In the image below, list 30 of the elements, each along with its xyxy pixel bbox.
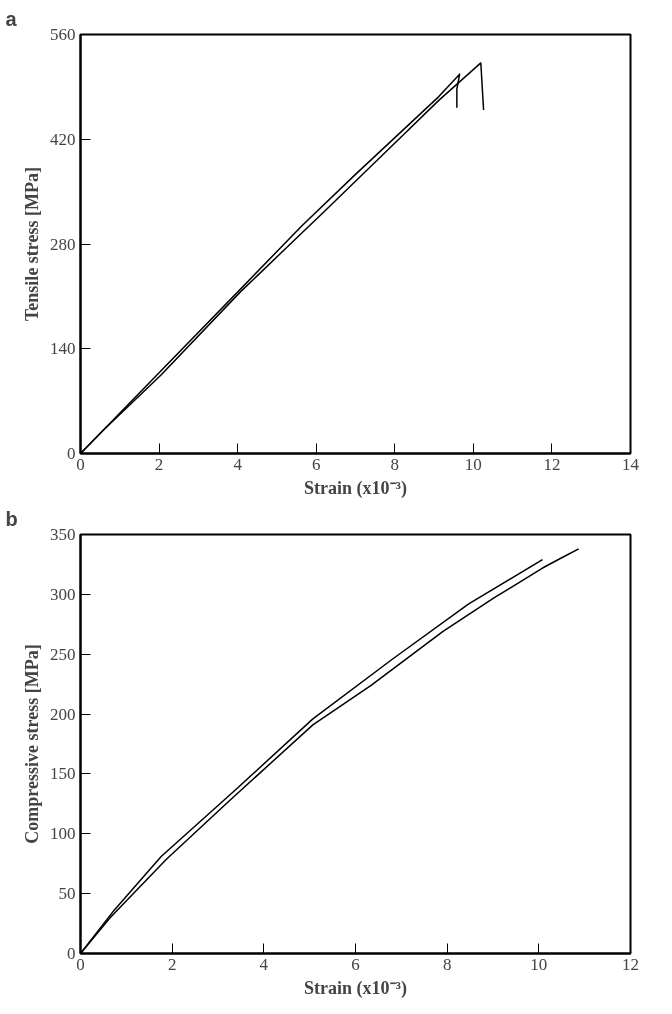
y-tick-label: 140: [50, 339, 76, 359]
x-tick-label: 12: [622, 954, 639, 974]
x-tick-label: 6: [351, 954, 360, 974]
y-tick-label: 50: [58, 884, 76, 904]
y-tick-label: 250: [50, 644, 76, 664]
y-tick-label: 200: [50, 704, 76, 724]
chart-title: b: [5, 507, 18, 530]
x-tick-label: 4: [259, 954, 269, 974]
y-axis-title: Tensile stress [MPa]: [22, 167, 42, 321]
x-tick-label: 4: [233, 454, 243, 474]
x-axis-title: Strain (x10⁻³): [304, 477, 407, 499]
chart-title: a: [5, 7, 18, 30]
x-tick-label: 2: [167, 954, 177, 974]
x-tick-label: 6: [311, 454, 321, 474]
x-tick-label: 2: [154, 454, 164, 474]
y-tick-label: 280: [50, 234, 76, 254]
y-tick-label: 150: [50, 764, 76, 784]
y-tick-label: 100: [50, 824, 76, 844]
x-tick-label: 14: [622, 454, 640, 474]
x-axis-title: Strain (x10⁻³): [304, 977, 407, 999]
x-tick-label: 12: [543, 454, 561, 474]
x-tick-label: 10: [464, 454, 482, 474]
x-tick-label: 8: [442, 954, 452, 974]
y-tick-label: 350: [50, 525, 76, 544]
y-tick-label: 300: [50, 584, 76, 604]
x-tick-label: 8: [390, 454, 400, 474]
y-tick-label: 560: [50, 25, 76, 44]
x-tick-label: 10: [530, 954, 548, 974]
y-tick-label: 420: [50, 129, 76, 149]
y-axis-title: Compressive stress [MPa]: [22, 644, 42, 844]
